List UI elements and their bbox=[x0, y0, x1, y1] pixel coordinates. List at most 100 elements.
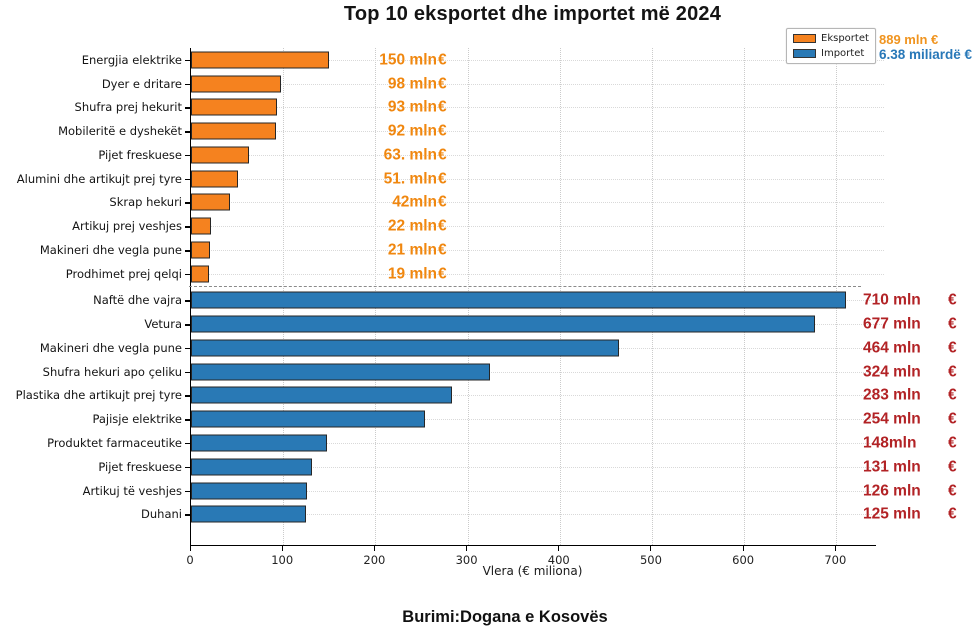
import-row: Artikuj të veshjes 126 mln € bbox=[83, 479, 957, 503]
horizontal-gridline bbox=[191, 395, 884, 397]
import-row: Produktet farmaceutike 148mln € bbox=[47, 431, 957, 455]
value-annotation: 710 mln bbox=[863, 291, 921, 309]
export-bar bbox=[191, 122, 276, 140]
x-axis-label: Vlera (€ miliona) bbox=[482, 564, 583, 578]
horizontal-gridline bbox=[191, 83, 884, 85]
category-label: Vetura bbox=[144, 317, 182, 332]
export-bar bbox=[191, 98, 277, 116]
horizontal-gridline bbox=[191, 131, 884, 133]
horizontal-gridline bbox=[191, 59, 884, 61]
x-tick-label: 400 bbox=[547, 553, 570, 567]
value-annotation: 21 mln bbox=[387, 241, 437, 259]
import-row: Pajisje elektrike 254 mln € bbox=[92, 407, 957, 431]
export-bar bbox=[191, 75, 282, 93]
export-bar bbox=[191, 146, 250, 164]
legend-label-imports: Importet bbox=[821, 48, 865, 59]
x-axis: 0 100 200 300 400 500 600 700 bbox=[186, 545, 875, 575]
export-row: Energjia elektrike 150 mln € bbox=[82, 48, 884, 72]
import-bar bbox=[191, 315, 816, 333]
y-tick-mark bbox=[185, 178, 190, 181]
import-color-swatch bbox=[793, 49, 816, 58]
import-row: Plastika dhe artikujt prej tyre 283 mln € bbox=[16, 384, 957, 408]
import-bar bbox=[191, 505, 307, 523]
category-label: Produktet farmaceutike bbox=[47, 435, 182, 450]
value-annotation: 148mln bbox=[863, 434, 917, 452]
category-label: Artikuj të veshjes bbox=[82, 483, 182, 498]
value-annotation: 126 mln bbox=[863, 481, 921, 499]
category-label: Pijet freskuese bbox=[98, 147, 182, 162]
source-caption: Burimi:Dogana e Kosovës bbox=[402, 608, 608, 626]
horizontal-gridline bbox=[191, 419, 884, 421]
euro-symbol: € bbox=[438, 169, 447, 187]
horizontal-gridline bbox=[191, 202, 884, 204]
euro-symbol: € bbox=[438, 241, 447, 259]
euro-symbol: € bbox=[948, 386, 957, 404]
x-tick-label: 500 bbox=[639, 553, 662, 567]
category-label: Prodhimet prej qelqi bbox=[65, 266, 182, 281]
y-tick-mark bbox=[185, 300, 190, 302]
y-tick-mark bbox=[185, 226, 190, 228]
category-label: Naftë dhe vajra bbox=[93, 293, 182, 308]
value-annotation: 254 mln bbox=[863, 410, 921, 428]
horizontal-gridline bbox=[191, 442, 884, 444]
value-annotation: 19 mln bbox=[387, 265, 437, 283]
export-bar bbox=[191, 265, 209, 283]
category-label: Shufra prej hekurit bbox=[74, 100, 182, 115]
y-tick-mark bbox=[185, 466, 190, 469]
import-row: Shufra hekuri apo çeliku 324 mln € bbox=[43, 360, 957, 384]
section-divider-line bbox=[189, 286, 861, 287]
value-annotation: 131 mln bbox=[863, 458, 921, 475]
horizontal-gridline bbox=[191, 226, 884, 228]
value-annotation: 93 mln bbox=[387, 98, 437, 116]
chart-title: Top 10 eksportet dhe importet më 2024 bbox=[343, 3, 722, 25]
horizontal-gridline bbox=[191, 466, 884, 468]
euro-symbol: € bbox=[438, 146, 447, 164]
x-tick-label: 200 bbox=[363, 553, 386, 567]
y-tick-mark bbox=[185, 490, 190, 493]
legend-row-imports: Importet bbox=[793, 48, 869, 59]
x-tick-label: 300 bbox=[455, 553, 478, 567]
category-label: Artikuj prej veshjes bbox=[72, 219, 182, 234]
legend-label-exports: Eksportet bbox=[821, 33, 869, 44]
x-tick-mark bbox=[281, 546, 283, 551]
euro-symbol: € bbox=[438, 74, 447, 92]
euro-symbol: € bbox=[438, 51, 447, 69]
value-annotation: 677 mln bbox=[863, 315, 921, 333]
import-row: Vetura 677 mln € bbox=[144, 312, 957, 336]
horizontal-gridline bbox=[191, 178, 884, 180]
euro-symbol: € bbox=[948, 458, 957, 475]
horizontal-gridline bbox=[191, 514, 884, 516]
y-tick-mark bbox=[185, 273, 190, 276]
import-row: Duhani 125 mln € bbox=[141, 502, 957, 526]
import-row: Naftë dhe vajra 710 mln € bbox=[93, 289, 957, 313]
euro-symbol: € bbox=[438, 193, 447, 211]
x-tick-label: 700 bbox=[824, 553, 847, 567]
euro-symbol: € bbox=[438, 265, 447, 283]
value-annotation: 464 mln bbox=[863, 339, 921, 357]
value-annotation: 150 mln bbox=[379, 51, 437, 69]
import-bar bbox=[191, 434, 328, 452]
export-bar bbox=[191, 51, 330, 69]
x-tick-mark bbox=[189, 546, 191, 551]
y-tick-mark bbox=[185, 419, 190, 421]
horizontal-gridline bbox=[191, 154, 884, 156]
category-label: Skrap hekuri bbox=[109, 195, 182, 210]
category-label: Makineri dhe vegla pune bbox=[39, 243, 182, 258]
y-tick-mark bbox=[185, 324, 190, 326]
euro-symbol: € bbox=[438, 217, 447, 235]
x-tick-mark bbox=[650, 546, 652, 551]
euro-symbol: € bbox=[438, 122, 447, 140]
x-tick-mark bbox=[558, 546, 560, 551]
export-row: Alumini dhe artikujt prej tyre 51. mln € bbox=[17, 167, 884, 191]
y-tick-mark bbox=[185, 250, 190, 252]
export-bar bbox=[191, 241, 211, 259]
value-annotation: 51. mln bbox=[383, 169, 437, 187]
legend-box: Eksportet Importet bbox=[786, 28, 876, 64]
import-bar bbox=[191, 339, 619, 357]
value-annotation: 42mln bbox=[392, 193, 437, 211]
x-tick-label: 0 bbox=[186, 553, 194, 567]
value-annotation: 92 mln bbox=[387, 122, 437, 140]
import-bar bbox=[191, 363, 490, 381]
y-tick-mark bbox=[185, 154, 190, 157]
y-tick-mark bbox=[185, 107, 190, 109]
